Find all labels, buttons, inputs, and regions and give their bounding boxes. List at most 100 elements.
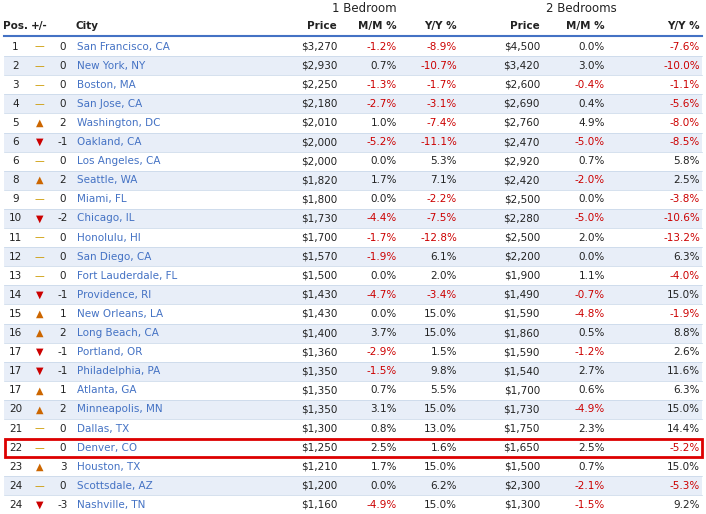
Text: 24: 24 [9,481,22,491]
Text: 12: 12 [9,252,22,262]
Text: 0.0%: 0.0% [371,271,397,281]
Text: 4.9%: 4.9% [578,118,605,128]
Text: 0.5%: 0.5% [579,328,605,338]
Text: San Diego, CA: San Diego, CA [77,252,151,262]
Text: 6: 6 [12,137,19,147]
Bar [4,114,702,133]
Text: -10.6%: -10.6% [663,213,700,224]
Text: -3: -3 [58,500,68,510]
Text: Nashville, TN: Nashville, TN [77,500,145,510]
Text: -7.5%: -7.5% [426,213,457,224]
Text: ▲: ▲ [36,462,43,472]
Text: $1,400: $1,400 [301,328,337,338]
Text: ▼: ▼ [36,290,43,300]
Text: 0: 0 [60,194,66,205]
Text: $2,000: $2,000 [301,137,337,147]
Text: 0.6%: 0.6% [579,386,605,395]
Text: -5.0%: -5.0% [575,137,605,147]
Text: $1,800: $1,800 [301,194,337,205]
Text: $1,730: $1,730 [301,213,337,224]
Text: -4.8%: -4.8% [575,309,605,319]
Bar [4,304,702,323]
Text: -1.7%: -1.7% [366,232,397,243]
Text: $1,540: $1,540 [503,366,540,376]
Text: -1.9%: -1.9% [366,252,397,262]
Text: 13.0%: 13.0% [424,424,457,433]
Text: 2.5%: 2.5% [578,443,605,453]
Text: 0.7%: 0.7% [371,61,397,70]
Text: -2.1%: -2.1% [575,481,605,491]
Text: Oakland, CA: Oakland, CA [77,137,141,147]
Text: 2.6%: 2.6% [674,347,700,357]
Text: -13.2%: -13.2% [663,232,700,243]
Text: 0.8%: 0.8% [371,424,397,433]
Text: 21: 21 [9,424,22,433]
Text: $1,650: $1,650 [503,443,540,453]
Text: 2.5%: 2.5% [371,443,397,453]
Text: Fort Lauderdale, FL: Fort Lauderdale, FL [77,271,177,281]
Text: 11: 11 [9,232,22,243]
Text: 2: 2 [60,118,66,128]
Text: -10.0%: -10.0% [664,61,700,70]
Text: $1,700: $1,700 [504,386,540,395]
Text: 0: 0 [60,61,66,70]
Text: 2: 2 [60,405,66,414]
Text: $1,360: $1,360 [301,347,337,357]
Text: -4.4%: -4.4% [366,213,397,224]
Bar [4,37,702,56]
Text: Chicago, IL: Chicago, IL [77,213,135,224]
Text: 3: 3 [60,462,66,472]
Text: 0.0%: 0.0% [579,42,605,51]
Text: Atlanta, GA: Atlanta, GA [77,386,136,395]
Text: -1: -1 [58,137,68,147]
Text: $1,860: $1,860 [503,328,540,338]
Text: 0: 0 [60,42,66,51]
Text: —: — [35,156,44,166]
Text: -0.4%: -0.4% [575,80,605,90]
Text: Boston, MA: Boston, MA [77,80,136,90]
Bar [4,285,702,304]
Text: -1.7%: -1.7% [426,80,457,90]
Text: -1: -1 [58,347,68,357]
Text: -1.2%: -1.2% [366,42,397,51]
Text: 8.8%: 8.8% [674,328,700,338]
Text: New York, NY: New York, NY [77,61,145,70]
Text: Pos.: Pos. [3,21,28,31]
Text: —: — [35,271,44,281]
Bar [4,476,702,495]
Text: 3.1%: 3.1% [371,405,397,414]
Text: ▼: ▼ [36,213,43,224]
Text: 5.3%: 5.3% [431,156,457,166]
Text: 3.0%: 3.0% [579,61,605,70]
Text: 13: 13 [9,271,22,281]
Text: 15.0%: 15.0% [424,328,457,338]
Text: $2,180: $2,180 [301,99,337,109]
Bar [4,171,702,190]
Text: Portland, OR: Portland, OR [77,347,143,357]
Text: $1,490: $1,490 [503,290,540,300]
Text: 23: 23 [9,462,22,472]
Text: -3.4%: -3.4% [426,290,457,300]
Text: -2: -2 [58,213,68,224]
Text: $2,930: $2,930 [301,61,337,70]
Text: 2.3%: 2.3% [578,424,605,433]
Text: $2,420: $2,420 [503,175,540,185]
Text: 22: 22 [9,443,22,453]
Text: 2.0%: 2.0% [579,232,605,243]
Text: $1,300: $1,300 [504,500,540,510]
Text: Y/Y %: Y/Y % [424,21,457,31]
Text: Providence, RI: Providence, RI [77,290,151,300]
Text: -4.0%: -4.0% [670,271,700,281]
Text: -8.0%: -8.0% [670,118,700,128]
Text: Long Beach, CA: Long Beach, CA [77,328,159,338]
Text: —: — [35,481,44,491]
Text: -1.9%: -1.9% [670,309,700,319]
Text: $4,500: $4,500 [504,42,540,51]
Text: 2.5%: 2.5% [674,175,700,185]
Text: 2: 2 [12,61,19,70]
Text: 15: 15 [9,309,22,319]
Text: $1,430: $1,430 [301,309,337,319]
Text: Philadelphia, PA: Philadelphia, PA [77,366,160,376]
Text: 1: 1 [12,42,19,51]
Text: 1.7%: 1.7% [371,462,397,472]
